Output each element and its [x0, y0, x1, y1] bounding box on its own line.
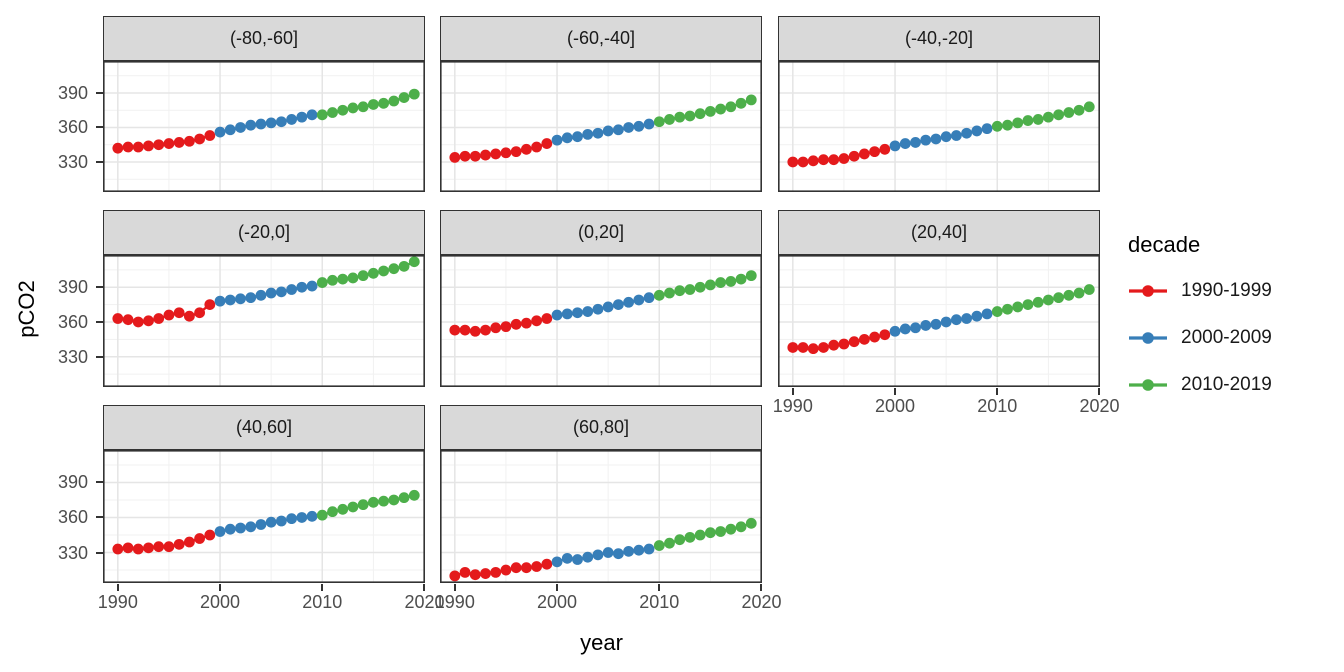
- facet-6-panel: [103, 450, 425, 583]
- legend-title: decade: [1128, 232, 1201, 257]
- x-tick-label-col0-2020: 2020: [404, 592, 445, 612]
- facet-5-series-1990-1999: [787, 329, 891, 355]
- x-tick-mark: [894, 388, 897, 395]
- x-tick-mark: [556, 584, 559, 591]
- facet-3-panel: [103, 255, 425, 387]
- y-tick-label-row1-360: 360: [57, 311, 88, 332]
- x-tick-label-col2-1990: 1990: [772, 396, 813, 416]
- legend: decade 1990-1999 2000-2009 2010-2019: [1128, 232, 1272, 417]
- facet-6-series-2000-2009: [214, 510, 318, 537]
- facet-0-series-1990-1999: [112, 130, 216, 154]
- legend-entry-2010-2019: 2010-2019: [1128, 370, 1272, 400]
- x-tick-label-col2-2010: 2010: [977, 396, 1018, 416]
- x-tick-mark: [453, 584, 456, 591]
- x-tick-mark: [791, 388, 794, 395]
- y-tick-mark: [96, 516, 103, 519]
- legend-entries: 1990-1999 2000-2009 2010-2019: [1128, 276, 1272, 400]
- legend-key-icon: [1129, 285, 1167, 297]
- legend-entry-2000-2009: 2000-2009: [1128, 323, 1272, 353]
- x-tick-mark: [996, 388, 999, 395]
- facet-2-series-1990-1999: [787, 143, 891, 168]
- x-tick-mark: [423, 584, 426, 591]
- facet-4-series-1990-1999: [449, 313, 553, 337]
- facet-0-strip: (-80,-60]: [103, 16, 425, 61]
- facet-6-series-1990-1999: [112, 529, 216, 555]
- facet-3-series-2000-2009: [214, 280, 318, 307]
- facet-3-strip: (-20,0]: [103, 210, 425, 255]
- y-tick-mark: [96, 126, 103, 129]
- facet-6-strip: (40,60]: [103, 405, 425, 450]
- facet-1-series-2000-2009: [551, 118, 655, 146]
- y-tick-mark: [96, 551, 103, 554]
- legend-entry-label: 1990-1999: [1181, 280, 1272, 301]
- y-tick-mark: [96, 481, 103, 484]
- facet-4-series-2010-2019: [653, 270, 757, 301]
- facet-5-series-2000-2009: [889, 308, 993, 337]
- y-tick-mark: [96, 320, 103, 323]
- y-tick-mark: [96, 91, 103, 94]
- y-tick-mark: [96, 160, 103, 163]
- x-tick-label-col1-2020: 2020: [741, 592, 782, 612]
- y-tick-label-row2-360: 360: [57, 507, 88, 528]
- legend-key-icon: [1129, 379, 1167, 391]
- facet-5-panel: [778, 255, 1100, 387]
- facet-7-panel: [440, 450, 762, 583]
- x-tick-mark: [658, 584, 661, 591]
- legend-entry-label: 2010-2019: [1181, 374, 1272, 395]
- facet-5-strip: (20,40]: [778, 210, 1100, 255]
- x-tick-label-col2-2020: 2020: [1079, 396, 1120, 416]
- facet-3-series-1990-1999: [112, 299, 216, 328]
- x-tick-mark: [1098, 388, 1101, 395]
- facet-0-series-2010-2019: [316, 88, 420, 121]
- facet-4-panel: [440, 255, 762, 387]
- legend-key-icon: [1129, 332, 1167, 344]
- legend-entry-label: 2000-2009: [1181, 327, 1272, 348]
- x-tick-label-col1-1990: 1990: [434, 592, 475, 612]
- x-axis-title: year: [580, 630, 623, 655]
- facet-7-strip: (60,80]: [440, 405, 762, 450]
- y-tick-mark: [96, 286, 103, 289]
- facet-1-series-2010-2019: [653, 94, 757, 128]
- facet-0-panel: [103, 61, 425, 192]
- facet-6-series-2010-2019: [316, 489, 420, 521]
- x-tick-label-col2-2000: 2000: [875, 396, 916, 416]
- facet-0-series-2000-2009: [214, 109, 318, 138]
- x-tick-label-col1-2010: 2010: [639, 592, 680, 612]
- x-tick-mark: [321, 584, 324, 591]
- facet-7-series-2010-2019: [653, 517, 757, 551]
- facet-1-strip: (-60,-40]: [440, 16, 762, 61]
- facet-1-panel: [440, 61, 762, 192]
- y-tick-label-row1-330: 330: [57, 346, 88, 367]
- facet-2-series-2010-2019: [991, 101, 1095, 132]
- y-tick-label-row0-360: 360: [57, 117, 88, 138]
- facet-2-series-2000-2009: [889, 123, 993, 152]
- x-tick-label-col0-2010: 2010: [302, 592, 343, 612]
- x-tick-mark: [116, 584, 119, 591]
- facet-1-series-1990-1999: [449, 138, 553, 163]
- x-tick-mark: [219, 584, 222, 591]
- x-tick-label-col0-2000: 2000: [200, 592, 241, 612]
- x-tick-label-col1-2000: 2000: [537, 592, 578, 612]
- y-tick-label-row2-330: 330: [57, 542, 88, 563]
- x-tick-label-col0-1990: 1990: [97, 592, 138, 612]
- facet-2-panel: [778, 61, 1100, 192]
- facet-4-series-2000-2009: [551, 292, 655, 321]
- legend-entry-1990-1999: 1990-1999: [1128, 276, 1272, 306]
- facet-5-series-2010-2019: [991, 284, 1095, 317]
- facet-7-series-2000-2009: [551, 543, 655, 568]
- y-tick-mark: [96, 355, 103, 358]
- facet-2-strip: (-40,-20]: [778, 16, 1100, 61]
- y-tick-label-row0-390: 390: [57, 82, 88, 103]
- y-tick-label-row2-390: 390: [57, 472, 88, 493]
- facet-3-series-2010-2019: [316, 256, 420, 288]
- facet-4-strip: (0,20]: [440, 210, 762, 255]
- y-tick-label-row0-330: 330: [57, 151, 88, 172]
- x-tick-mark: [760, 584, 763, 591]
- y-tick-label-row1-390: 390: [57, 277, 88, 298]
- facet-7-series-1990-1999: [449, 558, 553, 582]
